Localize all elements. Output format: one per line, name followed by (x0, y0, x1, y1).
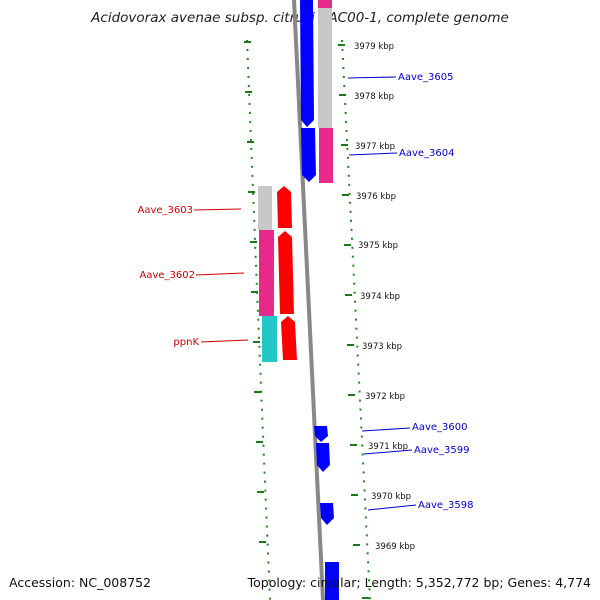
gc-track-middle (258, 186, 277, 362)
genome-axis (292, 0, 325, 600)
inner-tick-dashes (244, 41, 266, 543)
gene-leader-lines (193, 76, 417, 511)
kbp-label: 3972 kbp (365, 392, 405, 402)
gene-label-aave-3603[interactable]: Aave_3603 (138, 205, 194, 216)
gene-feature-aave-3600 (314, 426, 328, 442)
gene-label-aave-3604[interactable]: Aave_3604 (399, 148, 455, 159)
gene-label-aave-3598[interactable]: Aave_3598 (418, 500, 474, 511)
gene-label-aave-3599[interactable]: Aave_3599 (414, 445, 470, 456)
kbp-label: 3975 kbp (358, 241, 398, 251)
kbp-label: 3969 kbp (375, 542, 415, 552)
genome-title: Acidovorax avenae subsp. citrulli AAC00-… (91, 10, 509, 26)
gene-feature-aave-3598 (320, 503, 334, 525)
gene-label-aave-3605[interactable]: Aave_3605 (398, 72, 454, 83)
genome-stats-text: Topology: circular; Length: 5,352,772 bp… (247, 575, 591, 590)
gene-feature-partial-bottom (325, 562, 339, 600)
gene-feature-aave-3605 (300, 0, 314, 127)
kbp-label: 3976 kbp (356, 192, 396, 202)
gene-feature-aave-3604 (301, 128, 316, 182)
outer-tick-dashes (338, 44, 369, 599)
kbp-label: 3978 kbp (354, 92, 394, 102)
kbp-label: 3974 kbp (360, 292, 400, 302)
gene-feature-aave-3599 (316, 443, 330, 472)
kbp-label: 3979 kbp (354, 42, 394, 52)
inner-dotted-ring (246, 39, 271, 600)
kbp-label: 3973 kbp (362, 342, 402, 352)
kbp-label: 3971 kbp (368, 442, 408, 452)
outer-dotted-ring (341, 39, 371, 600)
gene-label-aave-3602[interactable]: Aave_3602 (140, 270, 196, 281)
gene-label-aave-3600[interactable]: Aave_3600 (412, 422, 468, 433)
gene-feature-ppnk (281, 316, 297, 360)
reverse-gene-features (300, 0, 339, 600)
gene-label-ppnk[interactable]: ppnK (173, 337, 199, 348)
forward-gene-features (277, 186, 297, 360)
gene-feature-aave-3602 (278, 231, 294, 314)
gc-track-upper (318, 0, 333, 183)
gene-feature-aave-3603 (277, 186, 292, 228)
accession-text: Accession: NC_008752 (9, 575, 152, 590)
kbp-label: 3970 kbp (371, 492, 411, 502)
kbp-label: 3977 kbp (355, 142, 395, 152)
kbp-scale: 3979 kbp 3978 kbp 3977 kbp 3976 kbp 3975… (354, 42, 415, 552)
